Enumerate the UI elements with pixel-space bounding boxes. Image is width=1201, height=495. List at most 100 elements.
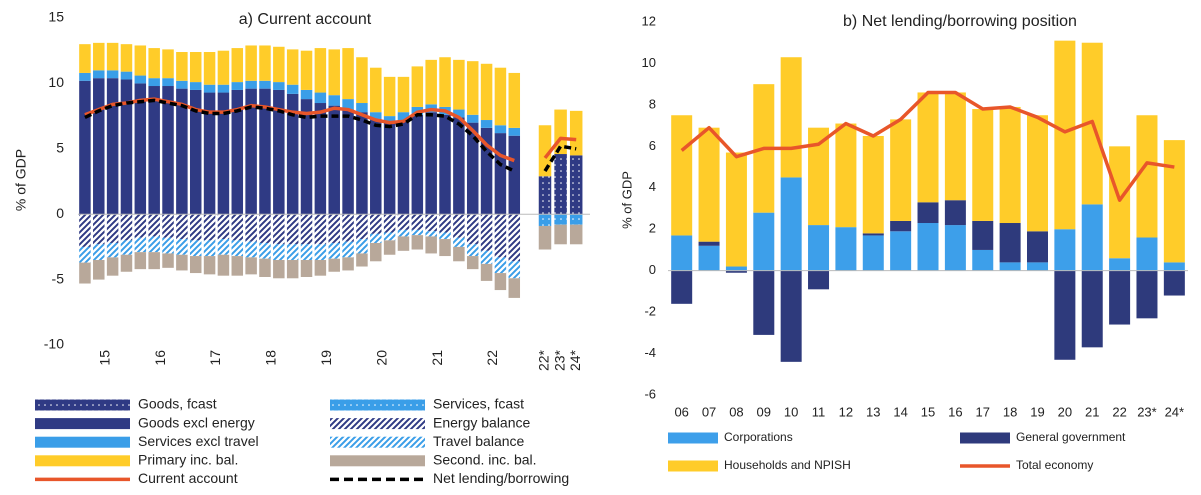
- y-tick-label: 0: [649, 262, 656, 277]
- bar-segment: [134, 237, 147, 253]
- bar-segment: [217, 84, 230, 93]
- bar-segment: [370, 233, 382, 243]
- bar-segment: [972, 249, 994, 271]
- bar-segment: [217, 214, 230, 240]
- bar-segment: [134, 83, 147, 215]
- x-tick-label: 19: [318, 350, 334, 366]
- bar-segment: [134, 252, 147, 270]
- bar-segment: [508, 127, 521, 136]
- bar-segment: [508, 261, 521, 279]
- bar-segment: [972, 220, 994, 250]
- bar-segment: [999, 223, 1021, 263]
- bar-segment: [480, 127, 493, 215]
- y-tick-label: 8: [649, 96, 656, 111]
- bar-segment: [383, 214, 396, 233]
- bar-segment: [189, 52, 202, 83]
- x-tick-label: 24*: [1165, 404, 1185, 419]
- x-tick-label: 09: [757, 404, 771, 419]
- bar-segment: [259, 45, 271, 81]
- bar-segment: [342, 109, 354, 215]
- bar-segment: [466, 256, 479, 270]
- bar-segment: [259, 88, 271, 215]
- bar-segment: [342, 99, 354, 110]
- bar-segment: [120, 214, 133, 241]
- bar-segment: [808, 225, 830, 271]
- y-tick-label: -5: [52, 270, 65, 286]
- bar-segment: [120, 254, 133, 272]
- bar-segment: [862, 235, 884, 271]
- bar-segment: [1163, 270, 1185, 296]
- bar-segment: [259, 242, 271, 259]
- bar-segment: [698, 127, 720, 242]
- x-tick-label: 21: [429, 350, 445, 366]
- bar-segment: [342, 48, 354, 100]
- bar-segment: [231, 48, 244, 83]
- bar-segment: [259, 258, 271, 277]
- bar-segment: [508, 214, 521, 262]
- bar-segment: [411, 229, 424, 236]
- x-tick-label: 11: [812, 404, 826, 419]
- x-tick-label: 20: [1058, 404, 1072, 419]
- x-tick-label: 15: [96, 350, 112, 366]
- bar-segment: [425, 112, 437, 215]
- bar-segment: [286, 244, 299, 260]
- bar-segment: [176, 254, 188, 271]
- x-tick-label: 07: [702, 404, 716, 419]
- x-tick-label: 14: [893, 404, 907, 419]
- y-tick-label: 2: [649, 221, 656, 236]
- bar-segment: [698, 245, 720, 271]
- bar-segment: [93, 244, 105, 260]
- bar-segment: [231, 89, 244, 215]
- legend-label: Goods, fcast: [138, 396, 217, 412]
- y-tick-label: 10: [48, 74, 64, 90]
- bar-segment: [1081, 270, 1103, 348]
- bar-segment: [93, 259, 105, 280]
- y-tick-label: -6: [644, 386, 656, 401]
- bar-segment: [328, 95, 340, 106]
- bar-segment: [538, 125, 552, 177]
- legend-label: Net lending/borrowing: [433, 470, 569, 486]
- bar-segment: [808, 127, 830, 226]
- bar-segment: [725, 270, 747, 273]
- x-tick-label: 17: [976, 404, 990, 419]
- y-axis-label: % of GDP: [619, 171, 634, 229]
- bar-segment: [397, 236, 410, 251]
- bar-segment: [203, 52, 216, 85]
- bar-segment: [148, 78, 160, 87]
- y-tick-label: 12: [642, 13, 656, 28]
- bar-segment: [245, 88, 257, 215]
- bar-segment: [890, 231, 912, 271]
- legend-swatch: [35, 455, 130, 467]
- bar-segment: [162, 253, 174, 268]
- x-tick-label: 06: [674, 404, 688, 419]
- bar-segment: [698, 241, 720, 246]
- y-tick-label: 4: [649, 179, 656, 194]
- legend-label: Goods excl energy: [138, 414, 255, 430]
- bar-segment: [79, 262, 91, 284]
- bar-segment: [508, 278, 521, 298]
- bar-segment: [397, 76, 410, 113]
- x-tick-label: 13: [866, 404, 880, 419]
- bar-segment: [148, 86, 160, 215]
- bar-segment: [383, 122, 396, 215]
- bar-segment: [466, 122, 479, 215]
- bar-segment: [808, 270, 830, 290]
- bar-segment: [480, 63, 493, 121]
- bar-segment: [300, 50, 313, 90]
- bar-segment: [411, 66, 424, 107]
- x-tick-label: 22: [1112, 404, 1126, 419]
- bar-segment: [273, 244, 285, 260]
- bar-segment: [1026, 262, 1048, 271]
- bar-segment: [176, 239, 188, 255]
- bar-segment: [79, 246, 91, 263]
- bar-segment: [203, 84, 216, 93]
- bar-segment: [273, 46, 285, 83]
- bar-segment: [203, 214, 216, 241]
- bar-segment: [314, 244, 327, 260]
- legend-swatch: [35, 399, 130, 411]
- bar-segment: [1163, 140, 1185, 263]
- bar-segment: [245, 241, 257, 258]
- bar-segment: [120, 79, 133, 215]
- bar-segment: [453, 109, 465, 118]
